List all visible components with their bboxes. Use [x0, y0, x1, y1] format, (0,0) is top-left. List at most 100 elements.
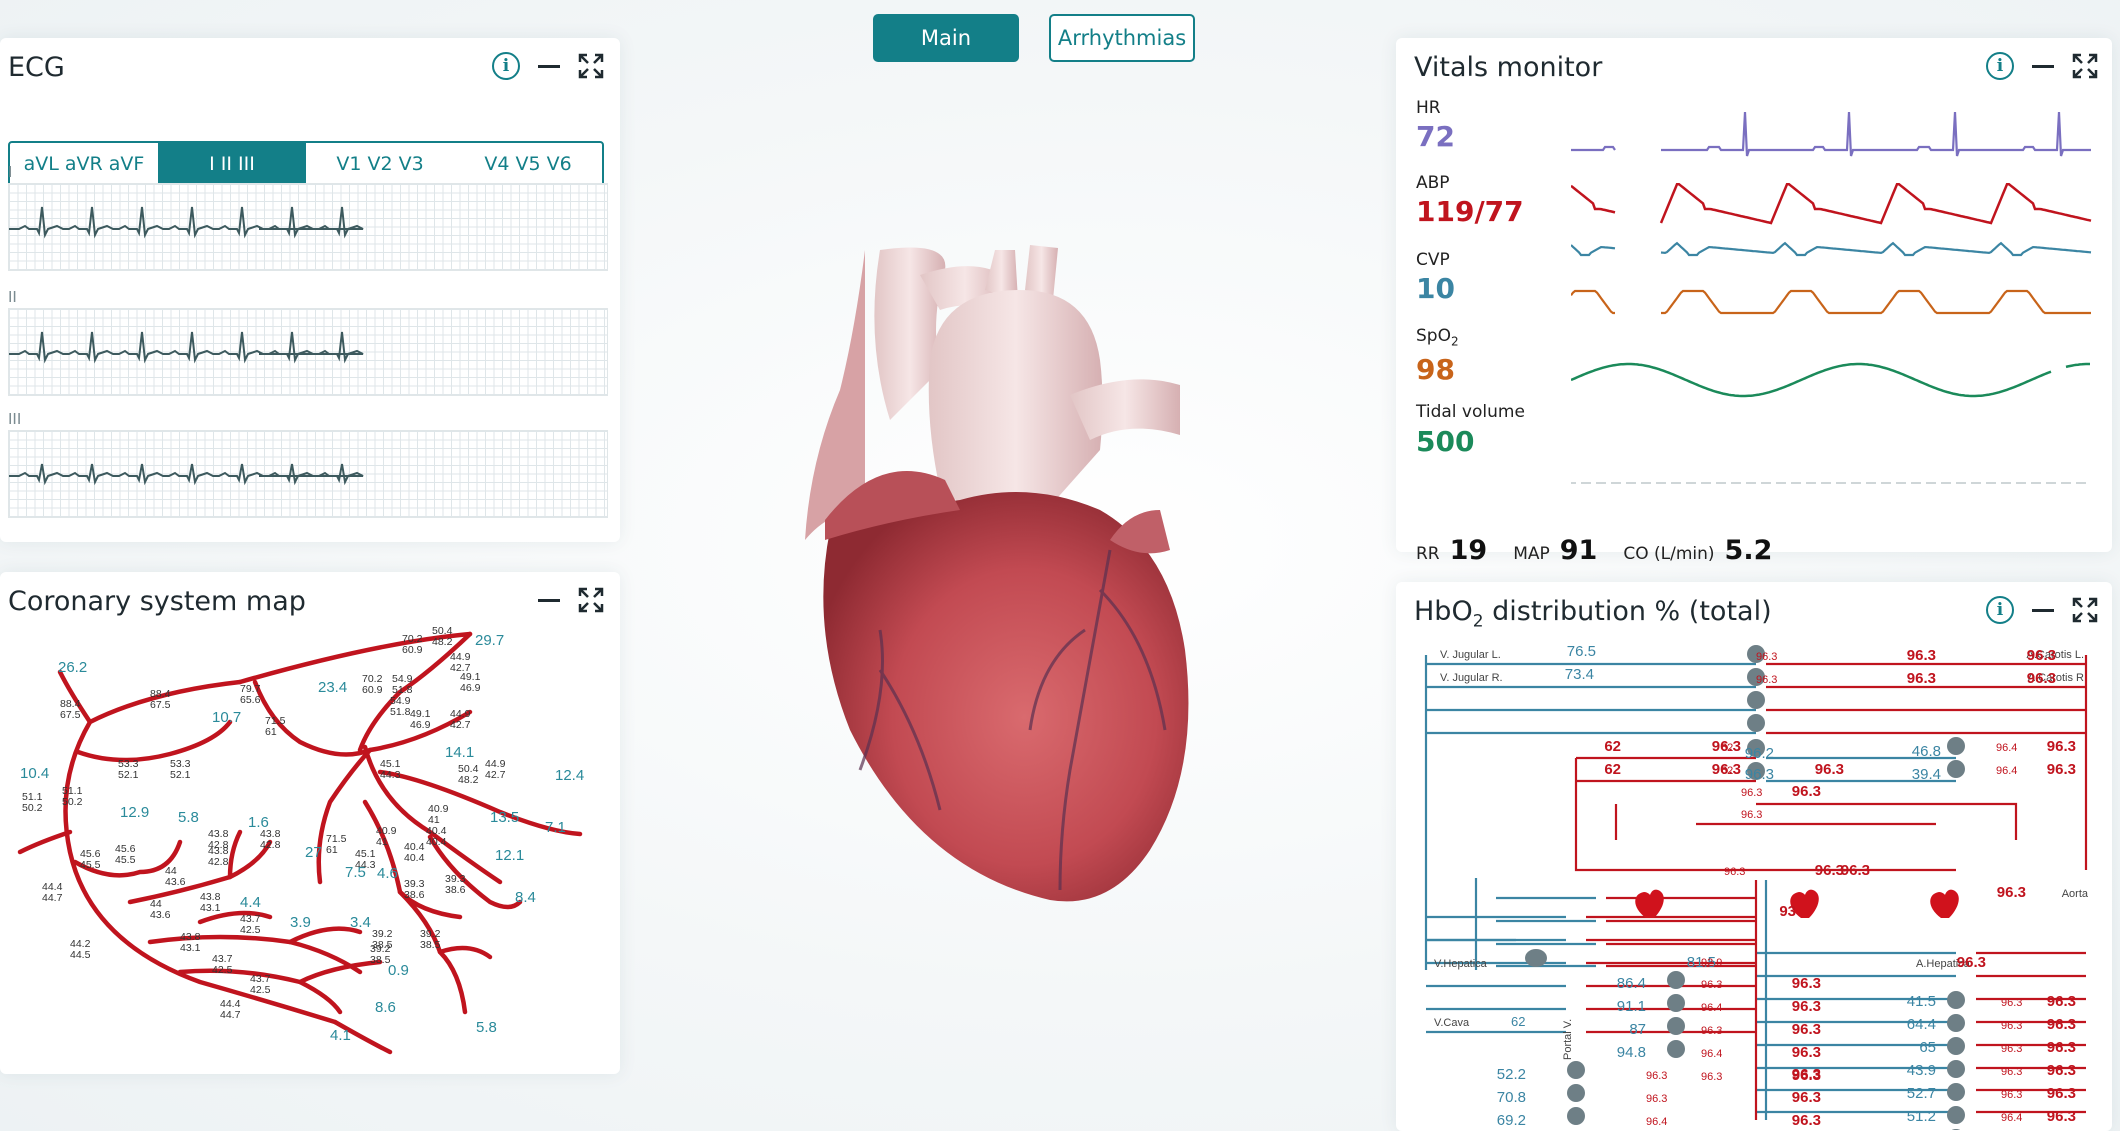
ecg-info-icon[interactable]: i [492, 52, 520, 80]
ecg-minimize-icon[interactable] [536, 52, 562, 80]
tab-chest-leads-1[interactable]: V1 V2 V3 [336, 153, 424, 175]
hr-value: 72 [1416, 120, 1455, 153]
coronary-label: 8.6 [375, 999, 396, 1016]
arterial-value-small: 96.4 [1646, 1116, 1667, 1128]
ecg-expand-icon[interactable] [578, 53, 604, 79]
coronary-label: 10.4 [20, 765, 49, 782]
arterial-value-large: 96.3 [1792, 1089, 1821, 1106]
tab-augmented-leads[interactable]: aVL aVR aVF [23, 153, 145, 175]
gut-icon [1667, 1040, 1685, 1058]
coronary-label: 14.1 [445, 744, 474, 761]
arterial-value-large: 96.3 [1712, 761, 1741, 778]
leaf-icon [1947, 1014, 1965, 1032]
jugular-r-label: V. Jugular R. [1440, 672, 1503, 684]
hbo2-minimize-icon[interactable] [2030, 596, 2056, 624]
tidal-volume-label: Tidal volume [1416, 402, 1525, 422]
coronary-panel: Coronary system map [0, 572, 620, 1074]
arterial-value-small: 96.3 [2001, 1066, 2022, 1078]
limb-icon [1567, 1107, 1585, 1125]
coronary-label: 12.9 [120, 804, 149, 821]
arterial-value-large: 96.3 [1792, 1021, 1821, 1038]
carotis-r-label: A.Carotis R [2028, 672, 2084, 684]
coronary-label: 54.9 51.8 [392, 673, 413, 696]
venous-value: 39.4 [1912, 766, 1941, 783]
lung-icon [1747, 762, 1765, 780]
arterial-value-large: 96.3 [2047, 1016, 2076, 1033]
ecg-lead-iii [8, 430, 608, 518]
arterial-value-large: 96.3 [1907, 670, 1936, 687]
vitals-info-icon[interactable]: i [1986, 52, 2014, 80]
coronary-label: 40.4 40.4 [404, 841, 425, 864]
cava-label: V.Cava [1434, 1017, 1470, 1029]
coronary-label: 44 43.6 [165, 865, 186, 888]
gut-icon [1667, 1017, 1685, 1035]
coronary-label: 39.2 38.5 [370, 943, 391, 966]
arterial-value-large: 96.3 [1997, 884, 2026, 901]
coronary-label: 4.6 [377, 865, 398, 882]
vitals-minimize-icon[interactable] [2030, 52, 2056, 80]
coronary-label: 43.7 42.5 [250, 973, 271, 996]
arterial-value-small: 96.3 [1724, 866, 1745, 878]
ecg-lead-tabs: aVL aVR aVF I II III V1 V2 V3 V4 V5 V6 [8, 141, 604, 187]
venous-value: 52.7 [1907, 1085, 1936, 1102]
map-label: MAP [1513, 544, 1550, 564]
hbo2-info-icon[interactable]: i [1986, 596, 2014, 624]
kidney-icon [1951, 1129, 1961, 1130]
vitals-expand-icon[interactable] [2072, 53, 2098, 79]
coronary-label: 45.6 45.5 [115, 843, 136, 866]
abp-label: ABP [1416, 173, 1450, 193]
arterial-value-large: 96.3 [2047, 738, 2076, 755]
coronary-label: 44.9 42.7 [450, 708, 471, 731]
coronary-label: 44.4 44.7 [42, 881, 63, 904]
leaf-icon [1947, 1060, 1965, 1078]
lead-label-iii: III [8, 410, 22, 428]
coronary-label: 39.2 38.5 [372, 928, 393, 951]
venous-value: 91.1 [1617, 998, 1646, 1015]
coronary-label: 43.7 42.5 [240, 913, 261, 936]
arterial-value-large: 96.3 [1792, 1066, 1821, 1083]
carotis-l-label: A.Carotis L. [2027, 649, 2084, 661]
vitals-panel: Vitals monitor i HR 72 ABP 119/77 CVP 10… [1396, 38, 2112, 566]
portal-label: Portal V. [1562, 1019, 1574, 1060]
coronary-label: 5.8 [178, 809, 199, 826]
arrhythmias-button[interactable]: Arrhythmias [1049, 14, 1195, 62]
arterial-value-large: 96.3 [1792, 998, 1821, 1015]
hbo2-expand-icon[interactable] [2072, 597, 2098, 623]
coronary-label: 8.4 [515, 889, 536, 906]
kidney-icon [1947, 760, 1965, 778]
hepatica-v-label: V.Hepatica [1434, 958, 1488, 970]
coronary-label: 39.3 38.6 [404, 878, 425, 901]
venous-value: 94.8 [1617, 1044, 1646, 1061]
abp-value: 119/77 [1416, 195, 1524, 228]
venous-value: 73.4 [1565, 666, 1594, 683]
coronary-label: 49.1 46.9 [410, 708, 431, 731]
coronary-label: 54.9 51.8 [390, 695, 411, 718]
coronary-label: 10.7 [212, 709, 241, 726]
coronary-label: 12.4 [555, 767, 584, 784]
coronary-minimize-icon[interactable] [536, 586, 562, 614]
coronary-label: 4.1 [330, 1027, 351, 1044]
arterial-value-small: 96.3 [1701, 1025, 1722, 1037]
arterial-value-large: 96.3 [1815, 862, 1844, 879]
tidal-volume-value: 500 [1416, 425, 1475, 458]
ecg-lead-i [8, 183, 608, 271]
coronary-label: 3.9 [290, 914, 311, 931]
heart-model[interactable] [770, 210, 1330, 930]
aorta-label: Aorta [2062, 888, 2089, 900]
main-button[interactable]: Main [873, 14, 1019, 62]
arterial-value-large: 96.3 [2047, 1062, 2076, 1079]
arterial-value-large: 96.3 [1907, 647, 1936, 664]
ecg-title: ECG [8, 52, 65, 83]
tab-limb-leads[interactable]: I II III [158, 143, 306, 185]
vitals-waveforms [1571, 111, 2092, 484]
coronary-label: 0.9 [388, 962, 409, 979]
tab-chest-leads-2[interactable]: V4 V5 V6 [484, 153, 572, 175]
arterial-value-small: 96.3 [1701, 979, 1722, 991]
coronary-label: 13.5 [490, 809, 519, 826]
brain-icon [1747, 645, 1765, 663]
ecg-panel: ECG i aVL aVR aVF I II III V1 V2 V3 V4 V… [0, 38, 620, 542]
venous-value: 46.8 [1912, 743, 1941, 760]
coronary-expand-icon[interactable] [578, 587, 604, 613]
arterial-value-large: 96.3 [1712, 738, 1741, 755]
co-label: CO (L/min) [1623, 544, 1715, 564]
